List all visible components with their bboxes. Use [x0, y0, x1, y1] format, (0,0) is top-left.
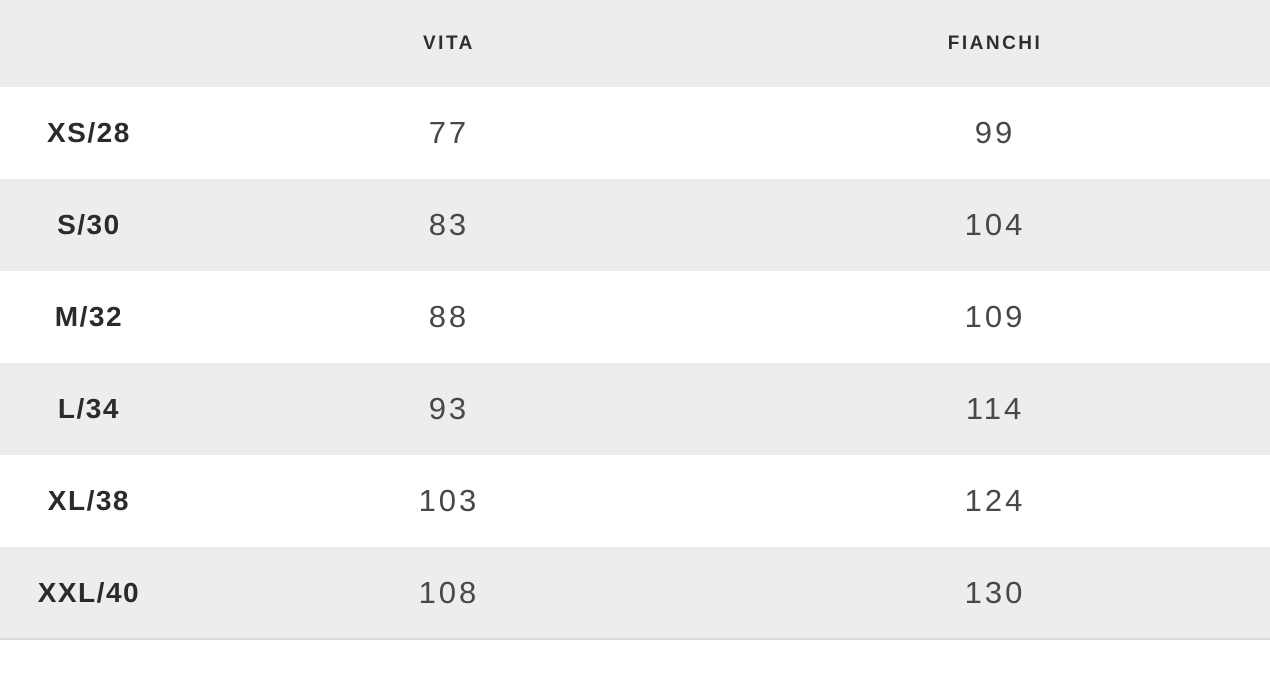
- table-row: M/32 88 109: [0, 271, 1270, 363]
- table-row: XL/38 103 124: [0, 455, 1270, 547]
- vita-cell: 77: [428, 115, 470, 150]
- size-cell: XS/28: [47, 117, 131, 148]
- fianchi-cell: 114: [965, 391, 1025, 426]
- table-header: VITA FIANCHI: [0, 0, 1270, 87]
- fianchi-cell: 99: [974, 115, 1016, 150]
- size-cell: XXL/40: [37, 576, 141, 608]
- header-row: VITA FIANCHI: [0, 0, 1270, 87]
- vita-cell: 83: [428, 207, 470, 242]
- fianchi-cell: 124: [964, 483, 1026, 518]
- table-body: XS/28 77 99 S/30 83 104 M/32 88 109 L/34…: [0, 87, 1270, 639]
- table-row: XXL/40 108 130: [0, 547, 1270, 639]
- vita-cell: 103: [418, 483, 480, 518]
- vita-cell: 108: [418, 574, 480, 610]
- table-row: S/30 83 104: [0, 179, 1270, 271]
- vita-cell: 93: [428, 391, 470, 426]
- size-cell: S/30: [57, 209, 121, 240]
- fianchi-cell: 130: [964, 574, 1026, 610]
- size-cell: L/34: [57, 393, 120, 424]
- fianchi-cell: 104: [964, 207, 1026, 242]
- fianchi-cell: 109: [964, 299, 1026, 334]
- size-guide-table: VITA FIANCHI XS/28 77 99 S/30 83 104 M/3…: [0, 0, 1270, 640]
- table-row: XS/28 77 99: [0, 87, 1270, 179]
- column-header-size: [0, 0, 178, 87]
- vita-cell: 88: [428, 299, 470, 334]
- table-row: L/34 93 114: [0, 363, 1270, 455]
- column-header-vita: VITA: [423, 32, 475, 54]
- column-header-fianchi: FIANCHI: [947, 32, 1043, 54]
- size-cell: M/32: [54, 301, 124, 332]
- size-cell: XL/38: [47, 485, 130, 516]
